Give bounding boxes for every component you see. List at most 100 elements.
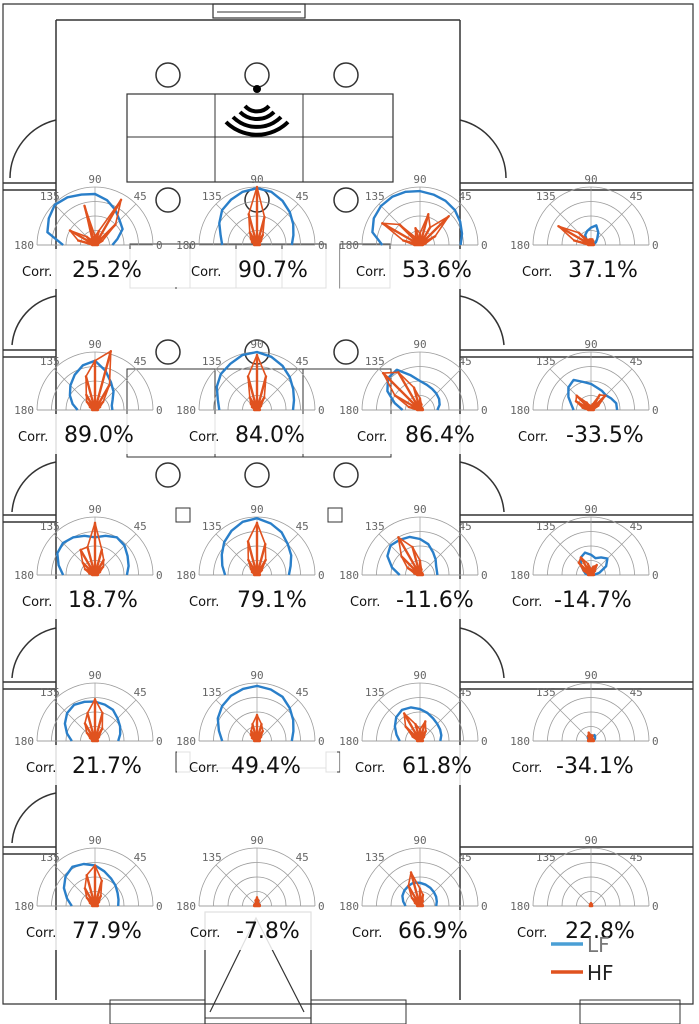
corr-prefix: Corr. bbox=[512, 595, 542, 610]
angle-tick-45: 45 bbox=[134, 190, 147, 203]
corr-value: 90.7% bbox=[238, 258, 308, 283]
angle-tick-180: 180 bbox=[510, 404, 530, 417]
corr-prefix: Corr. bbox=[522, 265, 552, 280]
angle-tick-45: 45 bbox=[296, 686, 309, 699]
angle-tick-180: 180 bbox=[510, 569, 530, 582]
polar-plot-12: 180 135 90 45 0 Corr. -14.7% bbox=[510, 503, 671, 619]
angle-tick-0: 0 bbox=[481, 900, 488, 913]
angle-tick-0: 0 bbox=[652, 569, 659, 582]
hf-curve bbox=[382, 371, 424, 411]
angle-tick-90: 90 bbox=[250, 503, 263, 516]
hf-curve bbox=[79, 522, 105, 576]
angle-tick-135: 135 bbox=[40, 851, 60, 864]
polar-grid-spoke bbox=[590, 533, 633, 576]
corr-label-background bbox=[511, 249, 671, 289]
corr-label-background bbox=[511, 910, 671, 950]
polar-plot-8: 180 135 90 45 0 Corr. -33.5% bbox=[510, 338, 671, 454]
angle-tick-90: 90 bbox=[250, 338, 263, 351]
lf-curve bbox=[386, 368, 441, 411]
polar-grid-spoke bbox=[419, 699, 462, 742]
corr-value: 21.7% bbox=[72, 754, 142, 779]
hf-curve bbox=[397, 536, 424, 576]
polar-grid-spoke bbox=[590, 864, 633, 907]
angle-tick-0: 0 bbox=[652, 900, 659, 913]
polar-grid-spoke bbox=[256, 203, 299, 246]
lf-curve bbox=[46, 192, 124, 246]
polar-plot-16: 180 135 90 45 0 Corr. -34.1% bbox=[510, 669, 671, 785]
lf-curve bbox=[216, 684, 295, 742]
angle-tick-180: 180 bbox=[339, 735, 359, 748]
corr-prefix: Corr. bbox=[22, 595, 52, 610]
corr-prefix: Corr. bbox=[350, 595, 380, 610]
angle-tick-135: 135 bbox=[202, 851, 222, 864]
angle-tick-135: 135 bbox=[365, 355, 385, 368]
angle-tick-135: 135 bbox=[536, 190, 556, 203]
angle-tick-45: 45 bbox=[459, 520, 472, 533]
corr-label-background bbox=[340, 249, 500, 289]
polar-plot-1: 180 135 90 45 0 Corr. 25.2% bbox=[14, 173, 175, 289]
corr-prefix: Corr. bbox=[18, 430, 48, 445]
wifi-signal-icon bbox=[224, 85, 290, 137]
angle-tick-0: 0 bbox=[156, 404, 163, 417]
corr-value: -7.8% bbox=[236, 919, 300, 944]
corr-label-background bbox=[177, 249, 337, 289]
corr-label-background bbox=[15, 910, 175, 950]
angle-tick-135: 135 bbox=[536, 851, 556, 864]
polar-plot-18: 180 135 90 45 0 Corr. -7.8% bbox=[176, 834, 337, 950]
corr-prefix: Corr. bbox=[518, 430, 548, 445]
angle-tick-90: 90 bbox=[88, 669, 101, 682]
angle-tick-45: 45 bbox=[630, 686, 643, 699]
corr-prefix: Corr. bbox=[189, 595, 219, 610]
lf-curve bbox=[567, 378, 619, 411]
corr-prefix: Corr. bbox=[22, 265, 52, 280]
polar-grid-spoke bbox=[215, 864, 258, 907]
corr-value: 84.0% bbox=[235, 423, 305, 448]
angle-tick-135: 135 bbox=[202, 355, 222, 368]
angle-tick-135: 135 bbox=[365, 520, 385, 533]
hf-curve bbox=[247, 354, 267, 411]
angle-tick-0: 0 bbox=[318, 569, 325, 582]
angle-tick-135: 135 bbox=[40, 190, 60, 203]
polar-grid-spoke bbox=[419, 368, 462, 411]
corr-value: 77.9% bbox=[72, 919, 142, 944]
angle-tick-0: 0 bbox=[318, 404, 325, 417]
polar-plot-9: 180 135 90 45 0 Corr. 18.7% bbox=[14, 503, 175, 619]
angle-tick-180: 180 bbox=[14, 569, 34, 582]
angle-tick-0: 0 bbox=[156, 735, 163, 748]
angle-tick-45: 45 bbox=[296, 190, 309, 203]
angle-tick-0: 0 bbox=[652, 239, 659, 252]
angle-tick-0: 0 bbox=[481, 404, 488, 417]
polar-plot-4: 180 135 90 45 0 Corr. 37.1% bbox=[510, 173, 671, 289]
floor-plan-walls bbox=[2, 3, 694, 1024]
lf-curve bbox=[215, 350, 296, 411]
angle-tick-135: 135 bbox=[365, 190, 385, 203]
corr-value: -34.1% bbox=[556, 754, 634, 779]
corr-value: 25.2% bbox=[72, 258, 142, 283]
lf-curve bbox=[393, 706, 443, 742]
angle-tick-180: 180 bbox=[339, 404, 359, 417]
angle-tick-135: 135 bbox=[365, 686, 385, 699]
corr-label-background bbox=[177, 745, 337, 785]
angle-tick-90: 90 bbox=[88, 503, 101, 516]
angle-tick-45: 45 bbox=[296, 355, 309, 368]
angle-tick-180: 180 bbox=[14, 239, 34, 252]
corr-value: -33.5% bbox=[566, 423, 644, 448]
angle-tick-0: 0 bbox=[318, 239, 325, 252]
angle-tick-90: 90 bbox=[250, 834, 263, 847]
polar-plot-15: 180 135 90 45 0 Corr. 61.8% bbox=[339, 669, 500, 785]
polar-plot-14: 180 135 90 45 0 Corr. 49.4% bbox=[176, 669, 337, 785]
angle-tick-180: 180 bbox=[14, 404, 34, 417]
angle-tick-90: 90 bbox=[584, 503, 597, 516]
hf-curve bbox=[575, 394, 607, 411]
polar-grid-spoke bbox=[419, 864, 462, 907]
polar-plot-13: 180 135 90 45 0 Corr. 21.7% bbox=[14, 669, 175, 785]
corr-label-background bbox=[511, 579, 671, 619]
angle-tick-0: 0 bbox=[481, 239, 488, 252]
angle-tick-135: 135 bbox=[40, 686, 60, 699]
lf-curve bbox=[371, 189, 464, 246]
angle-tick-0: 0 bbox=[156, 569, 163, 582]
corr-label-background bbox=[340, 745, 500, 785]
corr-value: 37.1% bbox=[568, 258, 638, 283]
angle-tick-0: 0 bbox=[652, 735, 659, 748]
legend-hf-label: HF bbox=[587, 961, 614, 985]
